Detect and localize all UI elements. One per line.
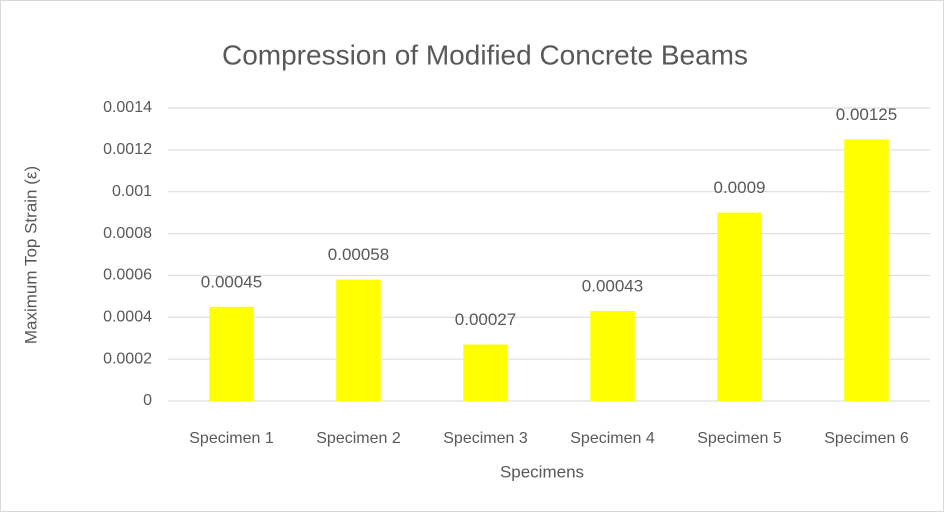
data-label: 0.00058	[328, 245, 389, 264]
data-label: 0.0009	[714, 178, 766, 197]
y-tick-label: 0.0004	[103, 309, 152, 326]
bar	[336, 279, 381, 401]
y-tick-label: 0.0012	[103, 141, 152, 158]
bar	[590, 311, 635, 401]
data-label: 0.00045	[201, 272, 262, 291]
x-axis-title: Specimens	[500, 462, 584, 481]
x-tick-label: Specimen 1	[189, 430, 274, 447]
data-label: 0.00043	[582, 276, 643, 295]
data-label: 0.00027	[455, 310, 516, 329]
chart-title: Compression of Modified Concrete Beams	[222, 39, 748, 70]
y-tick-label: 0.0006	[103, 267, 152, 284]
x-tick-label: Specimen 4	[570, 430, 655, 447]
y-tick-label: 0.001	[112, 183, 152, 200]
x-tick-label: Specimen 5	[697, 430, 782, 447]
y-tick-label: 0	[143, 392, 152, 409]
x-tick-label: Specimen 3	[443, 430, 528, 447]
x-tick-label: Specimen 2	[316, 430, 401, 447]
bar	[844, 139, 889, 401]
bar	[717, 212, 762, 401]
data-label: 0.00125	[836, 105, 897, 124]
y-tick-label: 0.0008	[103, 225, 152, 242]
bar	[209, 306, 254, 401]
y-tick-label: 0.0014	[103, 99, 152, 116]
y-axis-title: Maximum Top Strain (ε)	[21, 166, 40, 344]
y-tick-label: 0.0002	[103, 350, 152, 367]
x-tick-label: Specimen 6	[824, 430, 909, 447]
bar	[463, 344, 508, 401]
